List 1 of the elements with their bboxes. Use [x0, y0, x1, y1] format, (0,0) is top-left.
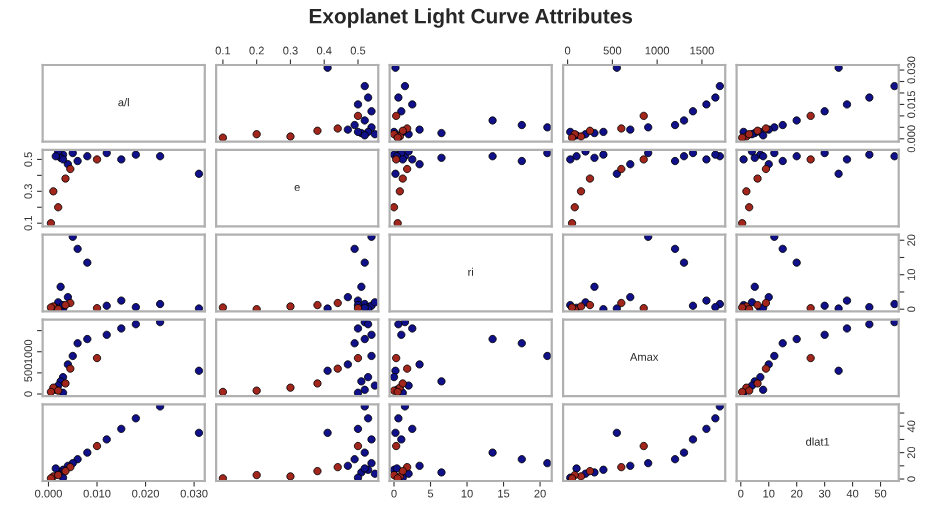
chart-title: Exoplanet Light Curve Attributes — [309, 8, 633, 28]
